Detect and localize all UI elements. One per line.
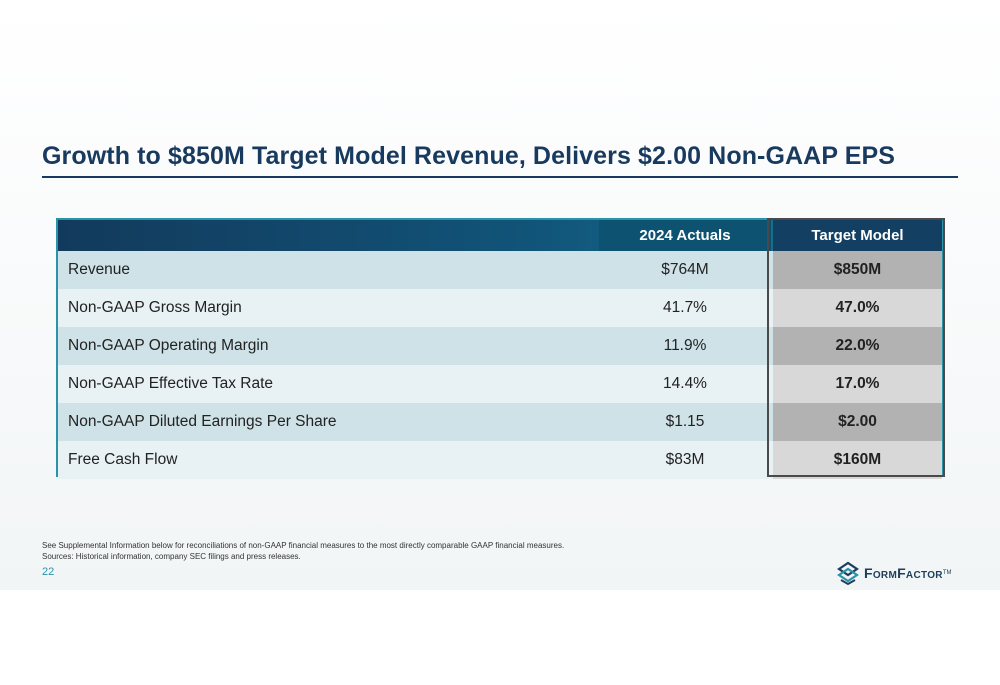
slide-title: Growth to $850M Target Model Revenue, De… (42, 142, 896, 170)
table-row-gross-margin: Non-GAAP Gross Margin 41.7% 47.0% (58, 289, 942, 327)
table-row-free-cash-flow: Free Cash Flow $83M $160M (58, 441, 942, 479)
actual-value: $764M (661, 261, 709, 278)
footnote-sources: Sources: Historical information, company… (42, 552, 301, 561)
title-underline (42, 176, 958, 178)
logo-wordmark: FormFactor (864, 565, 943, 581)
formfactor-logo: FormFactor TM (836, 560, 951, 586)
row-label: Free Cash Flow (68, 451, 178, 468)
target-value: $2.00 (773, 403, 942, 441)
actual-value: 14.4% (663, 375, 707, 392)
page-number: 22 (42, 566, 55, 578)
table-row-revenue: Revenue $764M $850M (58, 251, 942, 289)
footnote-non-gaap: See Supplemental Information below for r… (42, 541, 565, 550)
actual-value: 11.9% (663, 337, 707, 354)
target-value: 47.0% (773, 289, 942, 327)
actual-value: $83M (665, 451, 705, 468)
row-label: Non-GAAP Operating Margin (68, 337, 269, 354)
logo-trademark: TM (942, 570, 952, 576)
row-label: Non-GAAP Effective Tax Rate (68, 375, 274, 392)
actual-value: 41.7% (663, 299, 707, 316)
target-value: 17.0% (773, 365, 942, 403)
financial-targets-table: 2024 Actuals Target Model Revenue $764M … (56, 218, 944, 479)
table-header-row: 2024 Actuals Target Model (58, 220, 942, 251)
row-label: Non-GAAP Diluted Earnings Per Share (68, 413, 337, 430)
header-2024-actuals: 2024 Actuals (599, 220, 771, 251)
target-value: $850M (773, 251, 942, 289)
table-row-eps: Non-GAAP Diluted Earnings Per Share $1.1… (58, 403, 942, 441)
table-row-tax-rate: Non-GAAP Effective Tax Rate 14.4% 17.0% (58, 365, 942, 403)
table-row-operating-margin: Non-GAAP Operating Margin 11.9% 22.0% (58, 327, 942, 365)
target-value: $160M (773, 441, 942, 479)
actual-value: $1.15 (665, 413, 705, 430)
row-label: Non-GAAP Gross Margin (68, 299, 242, 316)
formfactor-logo-icon (837, 561, 859, 586)
target-value: 22.0% (773, 327, 942, 365)
row-label: Revenue (68, 261, 131, 278)
header-target-model: Target Model (773, 220, 942, 251)
